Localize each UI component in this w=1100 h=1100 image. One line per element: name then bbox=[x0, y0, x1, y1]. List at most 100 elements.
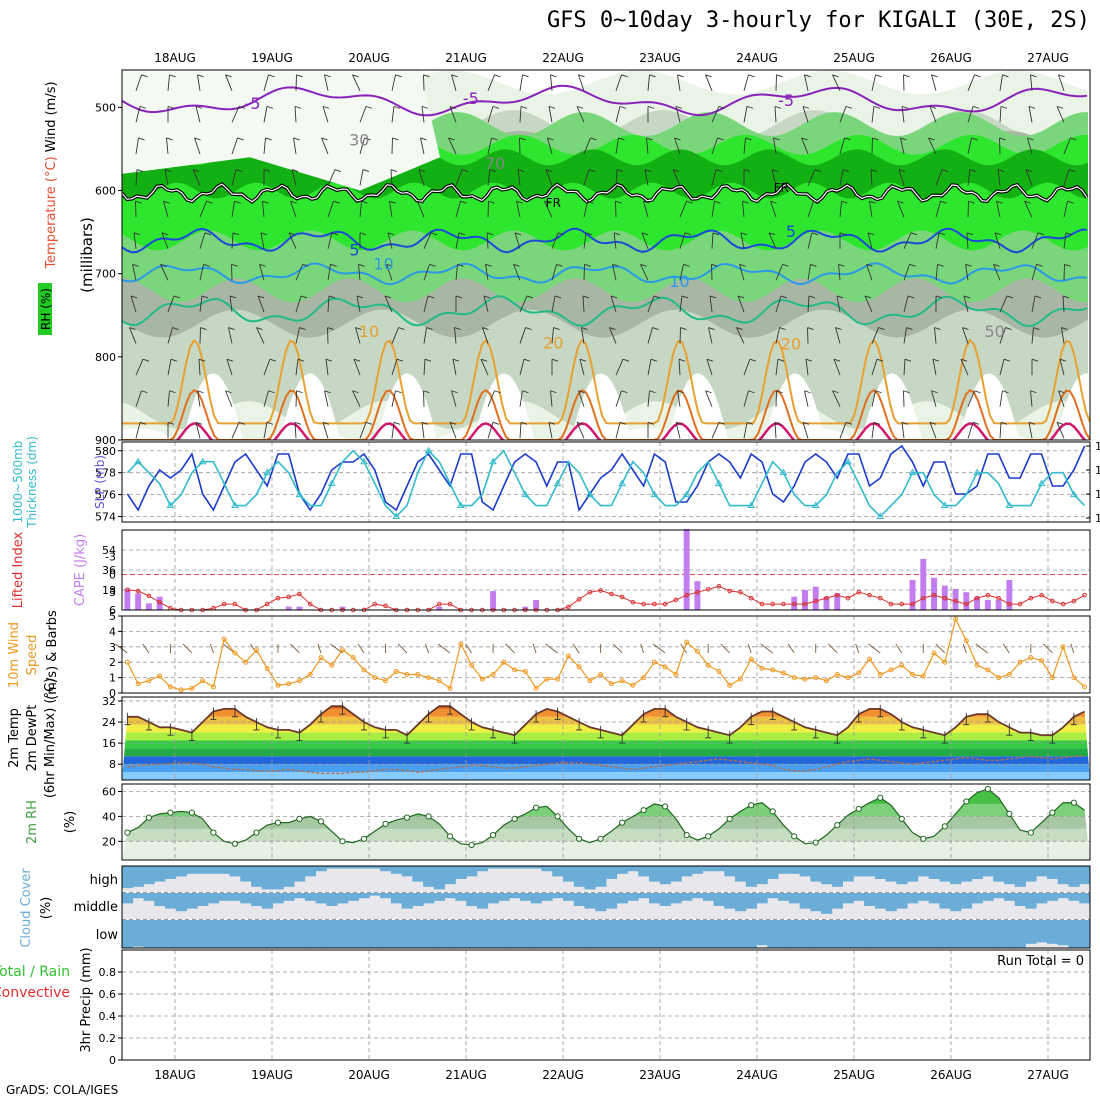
wind-speed-point bbox=[458, 641, 464, 647]
wind-barb bbox=[962, 327, 969, 344]
wind-speed-point bbox=[920, 673, 926, 679]
lifted-index-point bbox=[232, 601, 238, 607]
cape-bar bbox=[931, 577, 938, 610]
cloud-cell bbox=[272, 893, 284, 904]
wind-barb bbox=[325, 358, 333, 376]
wind-barb bbox=[832, 74, 841, 91]
date-label-bottom: 24AUG bbox=[736, 1068, 778, 1082]
lifted-index-point bbox=[931, 592, 937, 598]
wind-barb bbox=[613, 232, 621, 249]
lifted-index-point bbox=[974, 595, 980, 601]
cloud-cell bbox=[380, 893, 392, 899]
cloud-cell bbox=[401, 866, 413, 877]
temp-contour-label: 50 bbox=[984, 322, 1004, 341]
cloud-cell bbox=[122, 920, 134, 948]
wind-speed-point bbox=[307, 672, 313, 678]
temp-band bbox=[122, 740, 1090, 749]
cloud-cell bbox=[971, 866, 983, 879]
cloud-cell bbox=[713, 920, 725, 948]
temp-band bbox=[122, 764, 1090, 773]
wind-barb bbox=[1061, 327, 1068, 344]
wind-barb bbox=[1031, 232, 1045, 249]
wind-barb bbox=[449, 421, 457, 439]
wind-barb bbox=[163, 200, 170, 218]
wind-barb bbox=[288, 232, 297, 249]
date-label-top: 25AUG bbox=[833, 51, 875, 65]
wind-barb bbox=[359, 169, 370, 186]
lifted-index-point bbox=[1060, 601, 1066, 607]
wind-barb bbox=[485, 263, 492, 281]
wind-barb bbox=[801, 137, 809, 155]
cloud-level-label: middle bbox=[74, 900, 118, 915]
lifted-index-point bbox=[910, 601, 915, 607]
cloud-cell bbox=[874, 866, 887, 879]
cloud-cell bbox=[208, 920, 220, 948]
wind-barb bbox=[928, 137, 937, 155]
cloud-cell bbox=[810, 893, 822, 912]
wind-barb bbox=[199, 263, 210, 281]
wind-barb bbox=[544, 200, 553, 218]
wind-speed-point bbox=[931, 650, 937, 656]
rh-point bbox=[1049, 809, 1056, 816]
wind-barb bbox=[1025, 169, 1033, 186]
lifted-index-point bbox=[125, 587, 130, 593]
wind-barb bbox=[263, 390, 275, 407]
cloud-cell bbox=[1057, 893, 1069, 899]
wind-barb bbox=[581, 327, 588, 344]
cloud-cell bbox=[853, 893, 865, 901]
wind-speed-point bbox=[748, 656, 754, 662]
wind-barb bbox=[391, 327, 405, 344]
wind-barb bbox=[225, 390, 233, 407]
lifted-index-point bbox=[856, 589, 862, 595]
rh-point bbox=[403, 814, 411, 821]
lifted-index-point bbox=[1017, 601, 1023, 607]
wind-barb bbox=[864, 295, 873, 313]
wind-speed-point bbox=[1049, 675, 1055, 681]
cloud-cell bbox=[971, 893, 983, 904]
wind-speed-point bbox=[813, 675, 819, 681]
wind-barb bbox=[839, 105, 853, 123]
cloud-cell bbox=[229, 866, 241, 877]
y-tick-label: 4 bbox=[109, 625, 116, 638]
rh-point bbox=[984, 785, 991, 793]
rh-point bbox=[963, 798, 970, 805]
cloud-cell bbox=[724, 893, 736, 909]
wind-barb bbox=[579, 358, 587, 376]
lifted-index-point bbox=[824, 595, 829, 601]
y-tick-label: 574 bbox=[95, 511, 116, 524]
cloud-cell bbox=[251, 920, 263, 948]
cloud-cell bbox=[616, 893, 628, 904]
wind-barb bbox=[871, 137, 879, 154]
wind-speed-point bbox=[146, 678, 152, 684]
cloud-cell bbox=[530, 893, 542, 904]
wind-barb bbox=[967, 169, 977, 186]
cape-tick-label: 54 bbox=[102, 544, 116, 557]
wind-barb-10m bbox=[720, 643, 731, 654]
wind-barb bbox=[583, 169, 596, 186]
wind-barb bbox=[615, 105, 627, 123]
cloud-cell bbox=[778, 866, 790, 874]
wind-speed-point bbox=[974, 662, 980, 668]
lifted-index-point bbox=[888, 601, 894, 607]
wind-barb bbox=[519, 295, 534, 313]
rh-point bbox=[468, 841, 475, 849]
wind-speed-point bbox=[167, 684, 173, 690]
cloud-cell bbox=[261, 893, 273, 909]
wind-speed-point bbox=[296, 678, 302, 684]
cape-label: CAPE (J/kg) bbox=[73, 534, 88, 606]
thickness-point bbox=[1037, 479, 1046, 487]
wind-barb bbox=[578, 390, 585, 407]
cloud-cell bbox=[143, 920, 155, 948]
wind-barb bbox=[967, 421, 980, 439]
wind-barb bbox=[197, 390, 204, 407]
wind-speed-point bbox=[1006, 672, 1012, 678]
cloud-cell bbox=[788, 920, 800, 948]
run-total-label: Run Total = 0 bbox=[997, 954, 1084, 969]
cloud-cell bbox=[745, 893, 757, 909]
y-tick-label: 32 bbox=[102, 695, 116, 708]
wind-speed-point bbox=[221, 636, 227, 642]
cloud-cell bbox=[541, 866, 553, 872]
wind-barb bbox=[167, 327, 179, 344]
lifted-index-point bbox=[996, 595, 1001, 601]
cloud-cell bbox=[1025, 893, 1037, 909]
